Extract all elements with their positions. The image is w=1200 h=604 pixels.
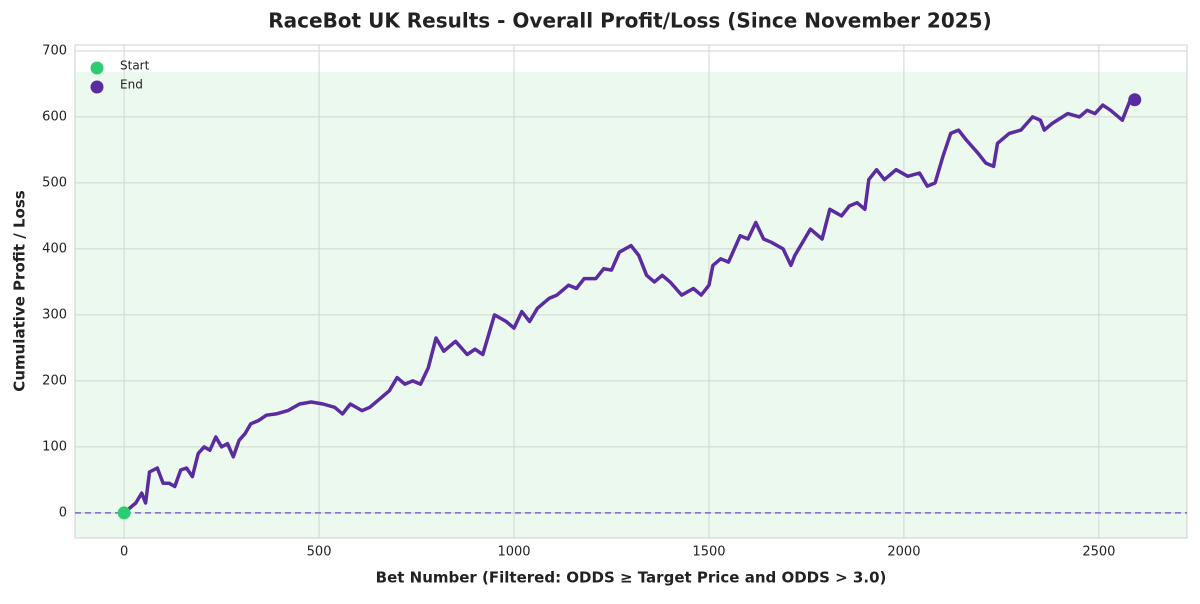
y-tick-label: 0 [59,505,67,520]
marker [1128,93,1142,107]
x-tick-label: 1000 [497,545,530,560]
legend-label: End [120,78,143,92]
plot-frame [74,44,1188,539]
x-tick-label: 2000 [887,545,920,560]
profit-line [122,98,1136,515]
y-axis-label: Cumulative Profit / Loss [11,190,29,391]
y-tick-label: 700 [42,43,67,58]
y-tick-label: 400 [42,241,67,256]
y-tick-label: 500 [42,175,67,190]
y-tick-label: 100 [42,439,67,454]
chart-title: RaceBot UK Results - Overall Profit/Loss… [268,9,991,33]
profit-band [75,72,1187,538]
x-tick-label: 500 [307,545,332,560]
legend-swatch [90,80,104,94]
x-tick-label: 0 [120,545,128,560]
y-tick-label: 200 [42,373,67,388]
legend-swatch [90,61,104,75]
x-tick-label: 1500 [692,545,725,560]
x-axis-label: Bet Number (Filtered: ODDS ≥ Target Pric… [376,569,887,587]
marker [117,506,131,520]
x-tick-label: 2500 [1082,545,1115,560]
legend-label: Start [120,59,150,73]
y-tick-label: 300 [42,307,67,322]
y-tick-label: 600 [42,109,67,124]
